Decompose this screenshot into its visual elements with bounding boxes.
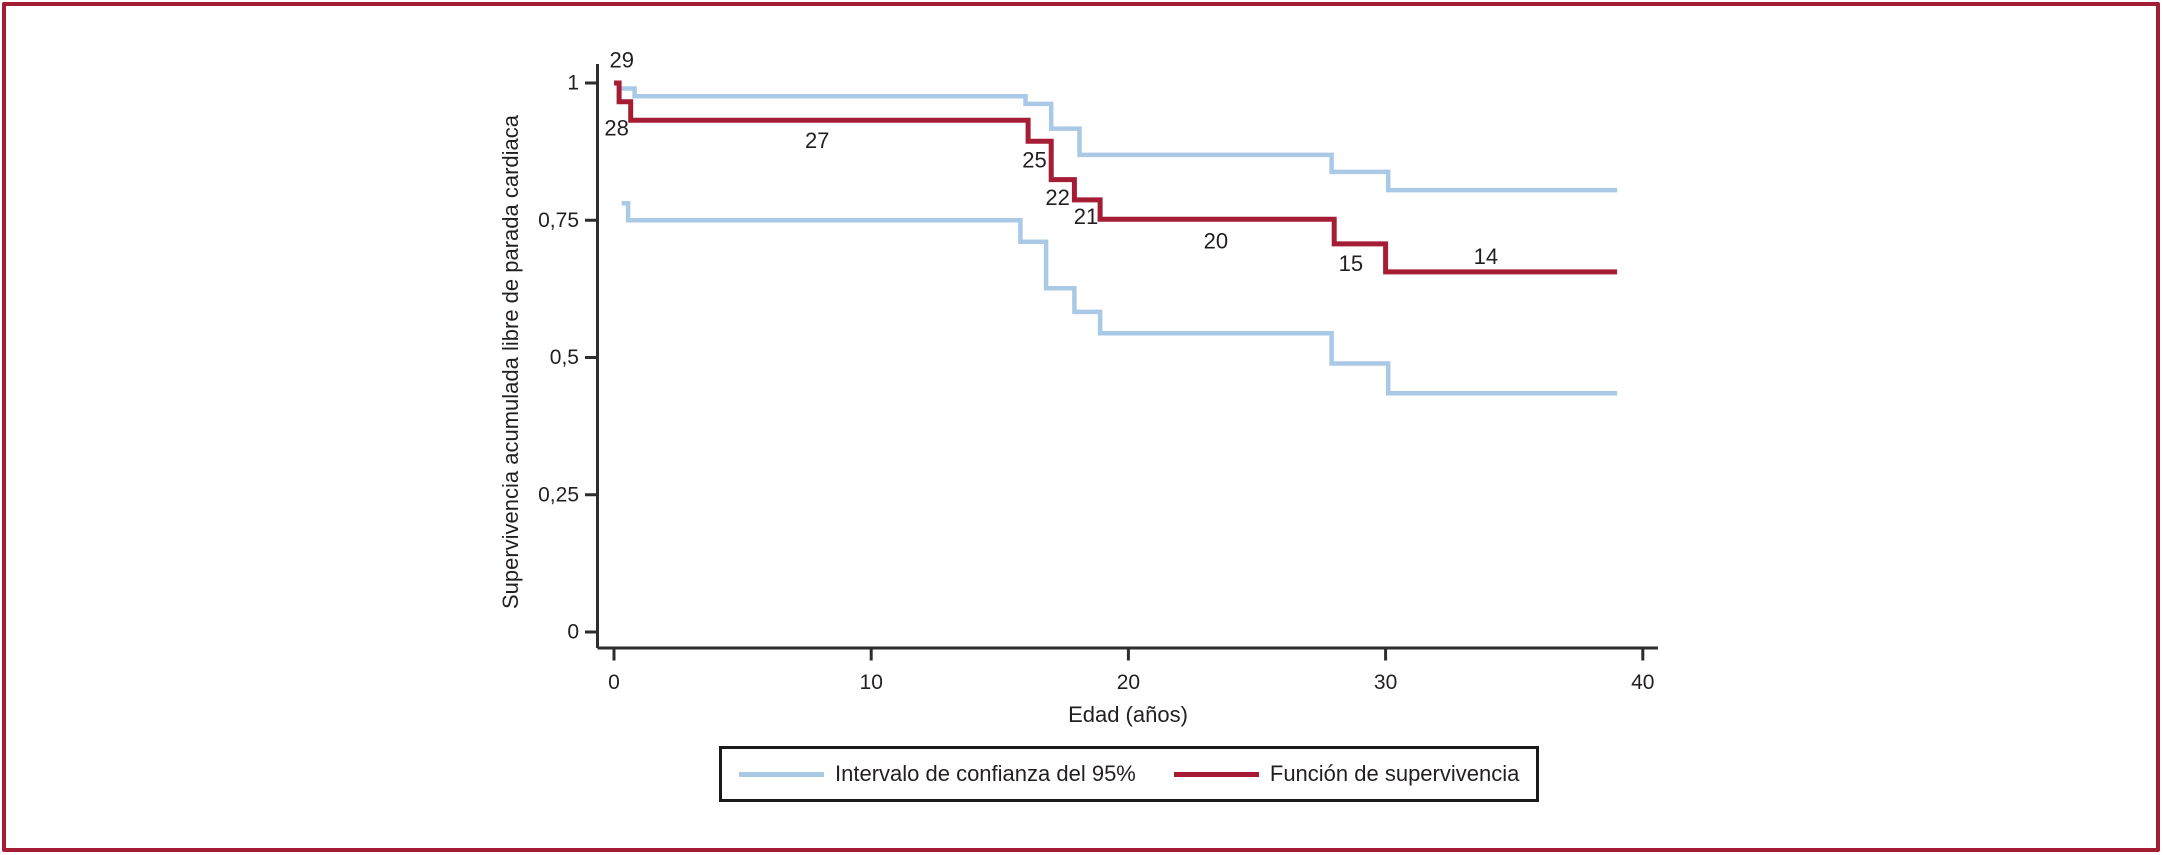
y-tick-label: 1 bbox=[567, 72, 579, 95]
legend-box: Intervalo de confianza del 95% Función d… bbox=[719, 746, 1539, 802]
y-tick-label: 0,25 bbox=[538, 483, 579, 506]
survival-line-swatch bbox=[1173, 771, 1259, 777]
at-risk-annotation: 29 bbox=[609, 47, 633, 72]
at-risk-annotation: 27 bbox=[805, 128, 829, 153]
at-risk-annotation: 28 bbox=[604, 116, 628, 141]
series-path-0 bbox=[620, 86, 1618, 193]
series-layer bbox=[614, 80, 1618, 396]
y-tick-label: 0,5 bbox=[550, 346, 579, 369]
at-risk-annotation: 21 bbox=[1074, 204, 1098, 229]
series-path-2 bbox=[614, 80, 1618, 275]
x-tick-label: 20 bbox=[1117, 671, 1140, 694]
legend-label-confidence-interval: Intervalo de confianza del 95% bbox=[835, 761, 1136, 786]
legend-label-survival-function: Función de supervivencia bbox=[1269, 761, 1520, 786]
legend-item-survival-function: Función de supervivencia bbox=[1173, 761, 1520, 787]
legend-item-confidence-interval: Intervalo de confianza del 95% bbox=[739, 761, 1136, 787]
ci-line-swatch bbox=[739, 771, 824, 777]
x-tick-label: 40 bbox=[1631, 671, 1654, 694]
at-risk-annotation: 14 bbox=[1474, 244, 1498, 269]
y-tick-label: 0,75 bbox=[538, 209, 579, 232]
x-tick-label: 30 bbox=[1374, 671, 1397, 694]
x-axis-title: Edad (años) bbox=[1068, 702, 1188, 727]
x-tick-label: 0 bbox=[608, 671, 620, 694]
at-risk-annotation: 15 bbox=[1339, 251, 1363, 276]
at-risk-annotation: 22 bbox=[1045, 185, 1069, 210]
at-risk-annotation: 25 bbox=[1022, 147, 1046, 172]
y-tick-layer: 0 0,25 0,5 0,75 1 bbox=[538, 72, 598, 644]
series-path-1 bbox=[621, 200, 1618, 396]
at-risk-annotation: 20 bbox=[1204, 229, 1228, 254]
y-axis-title: Supervivencia acumulada libre de parada … bbox=[498, 114, 523, 609]
x-tick-label: 10 bbox=[860, 671, 883, 694]
x-tick-layer: 0 10 20 30 40 bbox=[608, 648, 1654, 694]
y-tick-label: 0 bbox=[567, 621, 579, 644]
